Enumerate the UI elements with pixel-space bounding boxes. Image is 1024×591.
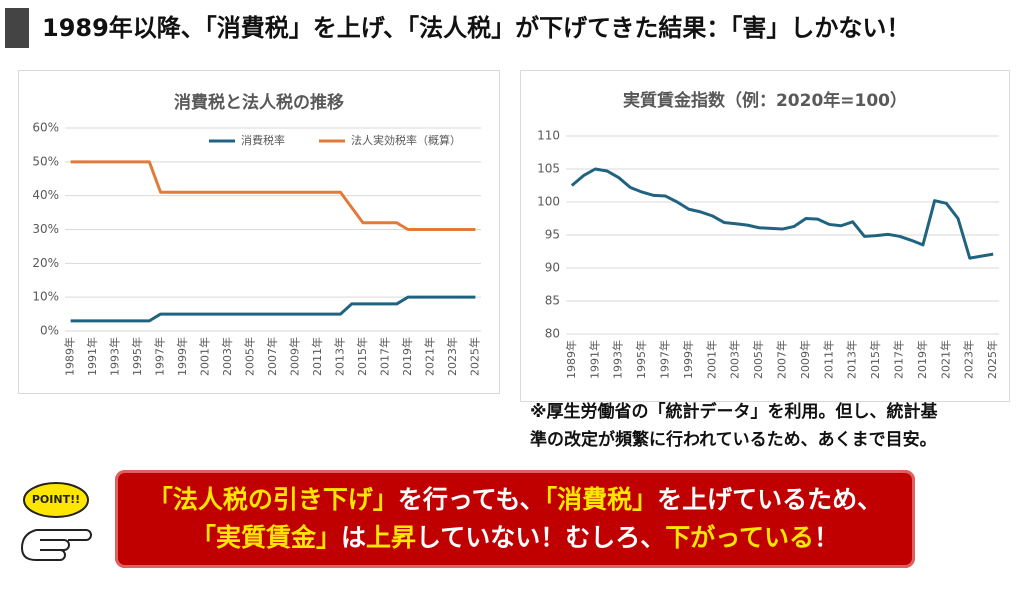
x-tick-label: 2015年 [355, 337, 369, 376]
x-tick-label: 2025年 [985, 340, 999, 379]
x-tick-label: 2011年 [821, 340, 835, 379]
callout-text: 「消費税」 [544, 485, 658, 514]
x-tick-label: 2007年 [265, 337, 279, 376]
x-tick-label: 2001年 [704, 340, 718, 379]
x-tick-label: 2009年 [287, 337, 301, 376]
x-tick-label: 1991年 [85, 337, 99, 376]
x-tick-label: 2003年 [220, 337, 234, 376]
header: 1989年以降、「消費税」を上げ、「法人税」が下げてきた結果：「害」しかない！ [5, 8, 910, 48]
x-tick-label: 1989年 [63, 337, 77, 376]
point-hand [20, 529, 92, 561]
x-tick-label: 2017年 [892, 340, 906, 379]
callout-text: 「実質賃金」 [190, 523, 341, 552]
x-tick-label: 2019年 [915, 340, 929, 379]
chart-title: 実質賃金指数（例：2020年=100） [623, 90, 907, 111]
x-tick-label: 1995年 [634, 340, 648, 379]
y-tick-label: 0% [40, 324, 59, 338]
y-tick-label: 60% [32, 121, 59, 135]
x-tick-label: 2001年 [198, 337, 212, 376]
x-tick-label: 2011年 [310, 337, 324, 376]
x-tick-label: 2023年 [445, 337, 459, 376]
y-tick-label: 30% [32, 222, 59, 236]
series-line [70, 160, 476, 231]
x-tick-label: 2021年 [938, 340, 952, 379]
y-tick-label: 100 [537, 195, 560, 209]
x-tick-label: 2013年 [332, 337, 346, 376]
series-line [70, 295, 476, 323]
callout-text: 「法人税の引き下げ」 [147, 485, 398, 514]
x-tick-label: 1999年 [175, 337, 189, 376]
callout-line: 「実質賃金」は上昇していない！むしろ、下がっている！ [191, 519, 839, 557]
y-tick-label: 50% [32, 154, 59, 168]
x-tick-label: 1999年 [681, 340, 695, 379]
y-tick-label: 40% [32, 188, 59, 202]
y-tick-label: 85 [545, 294, 560, 308]
note-line: 準の改定が頻繁に行われているため、あくまで目安。 [530, 429, 937, 450]
x-tick-label: 2023年 [962, 340, 976, 379]
x-tick-label: 2005年 [751, 340, 765, 379]
y-tick-label: 105 [537, 162, 560, 176]
header-title: 1989年以降、「消費税」を上げ、「法人税」が下げてきた結果：「害」しかない！ [42, 14, 910, 42]
x-tick-label: 2009年 [798, 340, 812, 379]
callout-line: 「法人税の引き下げ」を行っても、「消費税」を上げているため、 [148, 481, 882, 519]
point-label: POINT!! [32, 493, 80, 506]
callout-text: 下がっている [665, 523, 815, 552]
header-marker [5, 8, 29, 48]
legend-label: 消費税率 [241, 133, 285, 147]
y-tick-label: 80 [545, 327, 560, 341]
x-tick-label: 1995年 [130, 337, 144, 376]
x-tick-label: 1989年 [564, 340, 578, 379]
series-line [570, 167, 994, 260]
x-tick-label: 2021年 [422, 337, 436, 376]
y-tick-label: 10% [32, 290, 59, 304]
x-tick-label: 2017年 [377, 337, 391, 376]
x-tick-label: 2007年 [775, 340, 789, 379]
chart: 消費税と法人税の推移 0% 10% 20% 30% 40% 50% 60% 1989年 1991年… [18, 70, 500, 394]
callout-text: していない！むしろ、 [416, 523, 666, 552]
callout-text: を上げているため、 [657, 485, 883, 514]
x-tick-label: 2013年 [845, 340, 859, 379]
callout: 「法人税の引き下げ」を行っても、「消費税」を上げているため、 「実質賃金」は上昇し… [115, 470, 915, 568]
callout-text: ！ [814, 523, 840, 552]
x-tick-label: 2003年 [728, 340, 742, 379]
note-line: ※厚生労働省の「統計データ」を利用。但し、統計基 [530, 401, 939, 422]
y-tick-label: 95 [545, 228, 560, 242]
x-tick-label: 1997年 [153, 337, 167, 376]
x-tick-label: 1991年 [587, 340, 601, 379]
x-tick-label: 2019年 [400, 337, 414, 376]
x-tick-label: 1993年 [108, 337, 122, 376]
point-bubble [23, 482, 89, 518]
x-tick-label: 1997年 [657, 340, 671, 379]
callout-text: を行っても、 [397, 485, 545, 514]
y-tick-label: 90 [545, 261, 560, 275]
callout-text: は [340, 523, 366, 552]
chart-title: 消費税と法人税の推移 [174, 92, 344, 113]
legend-label: 法人実効税率（概算） [351, 133, 461, 147]
point-icon: POINT!! [20, 482, 92, 561]
note: ※厚生労働省の「統計データ」を利用。但し、統計基 準の改定が頻繁に行われているた… [530, 401, 939, 450]
y-tick-label: 110 [537, 129, 560, 143]
chart: 実質賃金指数（例：2020年=100） 80 85 90 95 100 105 110 1989… [520, 70, 1010, 402]
y-tick-label: 20% [32, 256, 59, 270]
callout-text: 上昇 [365, 523, 416, 552]
x-tick-label: 2015年 [868, 340, 882, 379]
x-tick-label: 2025年 [467, 337, 481, 376]
x-tick-label: 2005年 [243, 337, 257, 376]
x-tick-label: 1993年 [611, 340, 625, 379]
